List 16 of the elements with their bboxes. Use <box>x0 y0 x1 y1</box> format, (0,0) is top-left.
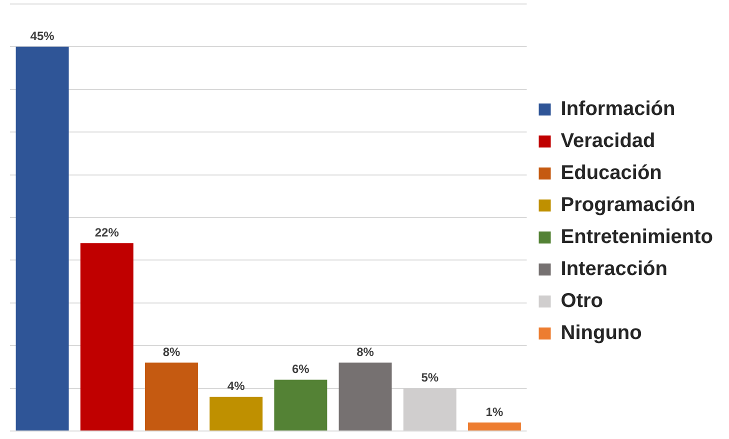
legend-label: Educación <box>560 162 662 184</box>
data-label: 4% <box>227 379 246 394</box>
legend-label: Otro <box>560 290 603 312</box>
data-label: 6% <box>292 362 310 376</box>
legend-label: Veracidad <box>560 130 656 152</box>
legend-label: Programación <box>560 194 696 216</box>
data-label: 8% <box>356 344 374 359</box>
legend-label: Información <box>560 98 676 120</box>
data-label: 5% <box>421 370 439 385</box>
data-label: 8% <box>162 344 180 359</box>
legend-label: Interacción <box>560 258 668 280</box>
data-label: 22% <box>94 225 120 240</box>
legend-label: Entretenimiento <box>560 226 714 248</box>
legend-label: Ninguno <box>560 322 642 344</box>
data-label: 45% <box>30 29 55 44</box>
data-label: 1% <box>486 404 504 419</box>
